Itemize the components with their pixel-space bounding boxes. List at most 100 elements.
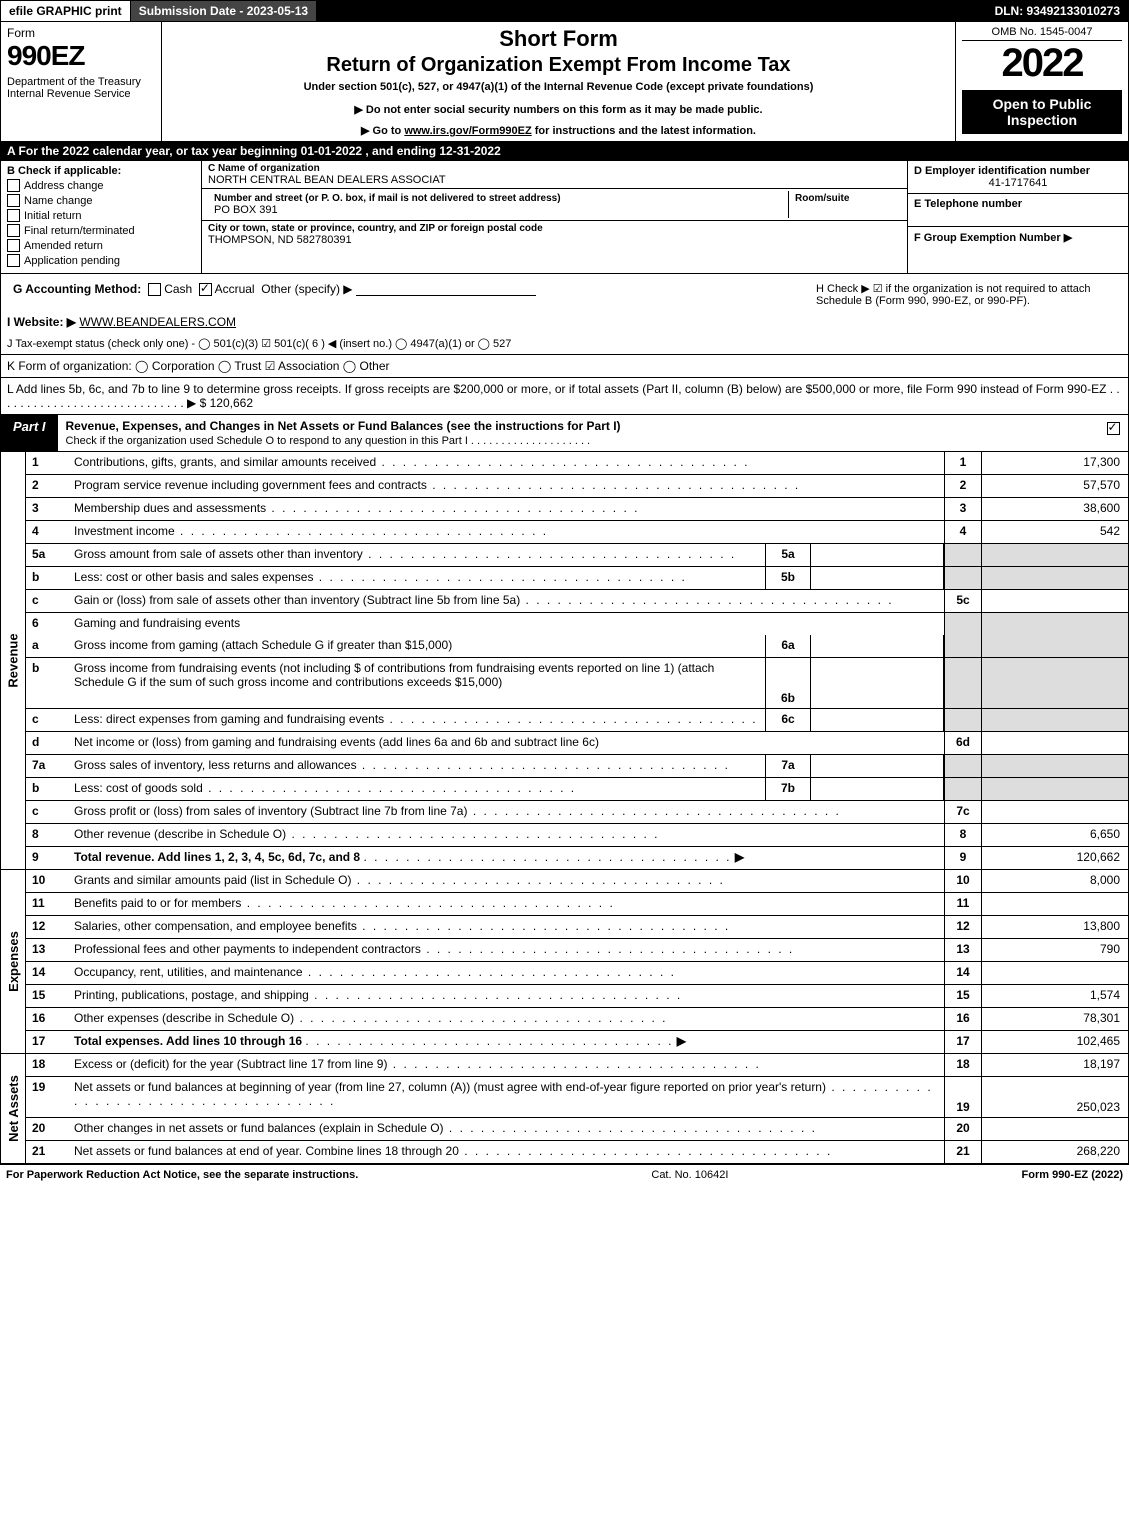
i-website[interactable]: WWW.BEANDEALERS.COM [79, 315, 236, 329]
section-bcdef: B Check if applicable: Address change Na… [0, 161, 1129, 274]
line-15: 15Printing, publications, postage, and s… [26, 985, 1128, 1008]
lbl-final-return: Final return/terminated [24, 225, 135, 237]
col-def: D Employer identification number 41-1717… [908, 161, 1128, 273]
part1-subtitle: Check if the organization used Schedule … [66, 435, 591, 447]
other-fill[interactable] [356, 283, 536, 296]
line-6c: cLess: direct expenses from gaming and f… [26, 709, 1128, 732]
row-a-tax-year: A For the 2022 calendar year, or tax yea… [0, 142, 1129, 161]
goto-line: ▶ Go to www.irs.gov/Form990EZ for instru… [168, 124, 949, 137]
irs-link[interactable]: www.irs.gov/Form990EZ [404, 125, 531, 137]
netassets-lines: 18Excess or (deficit) for the year (Subt… [26, 1054, 1128, 1163]
lbl-application-pending: Application pending [24, 255, 120, 267]
part1-tab: Part I [1, 415, 58, 451]
expenses-section: Expenses 10Grants and similar amounts pa… [0, 870, 1129, 1054]
e-label: E Telephone number [914, 198, 1122, 210]
footer-right: Form 990-EZ (2022) [1022, 1169, 1123, 1181]
lbl-accrual: Accrual [215, 282, 255, 296]
tax-year: 2022 [962, 41, 1122, 86]
line-2: 2Program service revenue including gover… [26, 475, 1128, 498]
side-revenue: Revenue [1, 452, 26, 869]
col-c-org-info: C Name of organization NORTH CENTRAL BEA… [202, 161, 908, 273]
row-g: G Accounting Method: Cash Accrual Other … [7, 278, 810, 311]
line-21: 21Net assets or fund balances at end of … [26, 1141, 1128, 1163]
side-netassets-text: Net Assets [6, 1075, 21, 1142]
row-g-h: G Accounting Method: Cash Accrual Other … [0, 274, 1129, 315]
revenue-section: Revenue 1Contributions, gifts, grants, a… [0, 452, 1129, 870]
chk-address-change[interactable] [7, 179, 20, 192]
chk-cash[interactable] [148, 283, 161, 296]
goto-post: for instructions and the latest informat… [532, 125, 756, 137]
lbl-cash: Cash [164, 282, 192, 296]
footer-mid: Cat. No. 10642I [651, 1169, 728, 1181]
c-city: THOMPSON, ND 582780391 [208, 234, 901, 246]
line-6d: dNet income or (loss) from gaming and fu… [26, 732, 1128, 755]
d-ein: 41-1717641 [914, 177, 1122, 189]
b-label: B Check if applicable: [7, 165, 195, 177]
chk-final-return[interactable] [7, 224, 20, 237]
c-city-label: City or town, state or province, country… [208, 223, 901, 234]
line-19: 19Net assets or fund balances at beginni… [26, 1077, 1128, 1118]
lbl-amended-return: Amended return [24, 240, 103, 252]
netassets-section: Net Assets 18Excess or (deficit) for the… [0, 1054, 1129, 1164]
part1-title: Revenue, Expenses, and Changes in Net As… [58, 415, 1098, 451]
lbl-other: Other (specify) ▶ [261, 282, 352, 296]
l-text: L Add lines 5b, 6c, and 7b to line 9 to … [7, 382, 1120, 410]
header-right: OMB No. 1545-0047 2022 Open to Public In… [956, 22, 1128, 141]
row-h: H Check ▶ ☑ if the organization is not r… [810, 278, 1122, 311]
l9-desc: Total revenue. Add lines 1, 2, 3, 4, 5c,… [74, 850, 360, 864]
i-label: I Website: ▶ [7, 315, 76, 329]
page-footer: For Paperwork Reduction Act Notice, see … [0, 1164, 1129, 1185]
d-ein-block: D Employer identification number 41-1717… [908, 161, 1128, 194]
side-netassets: Net Assets [1, 1054, 26, 1163]
line-1: 1Contributions, gifts, grants, and simil… [26, 452, 1128, 475]
chk-initial-return[interactable] [7, 209, 20, 222]
chk-application-pending[interactable] [7, 254, 20, 267]
line-18: 18Excess or (deficit) for the year (Subt… [26, 1054, 1128, 1077]
chk-amended-return[interactable] [7, 239, 20, 252]
form-header: Form 990EZ Department of the Treasury In… [0, 22, 1129, 142]
chk-accrual[interactable] [199, 283, 212, 296]
chk-schedule-o[interactable] [1107, 422, 1120, 435]
line-6a: aGross income from gaming (attach Schedu… [26, 635, 1128, 658]
department: Department of the Treasury Internal Reve… [7, 76, 155, 100]
line-6b: bGross income from fundraising events (n… [26, 658, 1128, 709]
l-amount: 120,662 [210, 396, 253, 410]
lbl-initial-return: Initial return [24, 210, 81, 222]
line-3: 3Membership dues and assessments338,600 [26, 498, 1128, 521]
top-bar: efile GRAPHIC print Submission Date - 20… [0, 0, 1129, 22]
row-i: I Website: ▶ WWW.BEANDEALERS.COM [0, 315, 1129, 333]
line-5a: 5aGross amount from sale of assets other… [26, 544, 1128, 567]
f-group-block: F Group Exemption Number ▶ [908, 227, 1128, 248]
line-17: 17Total expenses. Add lines 10 through 1… [26, 1031, 1128, 1053]
l17-desc: Total expenses. Add lines 10 through 16 [74, 1034, 302, 1048]
line-6: 6Gaming and fundraising events [26, 613, 1128, 635]
side-revenue-text: Revenue [6, 633, 21, 687]
line-7c: cGross profit or (loss) from sales of in… [26, 801, 1128, 824]
efile-label[interactable]: efile GRAPHIC print [1, 1, 131, 21]
topbar-spacer [316, 1, 986, 21]
g-label: G Accounting Method: [13, 282, 141, 296]
revenue-lines: 1Contributions, gifts, grants, and simil… [26, 452, 1128, 869]
line-10: 10Grants and similar amounts paid (list … [26, 870, 1128, 893]
side-expenses-text: Expenses [6, 931, 21, 992]
line-20: 20Other changes in net assets or fund ba… [26, 1118, 1128, 1141]
side-expenses: Expenses [1, 870, 26, 1053]
lbl-address-change: Address change [24, 180, 104, 192]
line-11: 11Benefits paid to or for members11 [26, 893, 1128, 916]
chk-name-change[interactable] [7, 194, 20, 207]
expenses-lines: 10Grants and similar amounts paid (list … [26, 870, 1128, 1053]
c-addr-label: Number and street (or P. O. box, if mail… [214, 193, 782, 204]
under-section: Under section 501(c), 527, or 4947(a)(1)… [168, 81, 949, 93]
c-org-name: NORTH CENTRAL BEAN DEALERS ASSOCIAT [208, 174, 901, 186]
line-14: 14Occupancy, rent, utilities, and mainte… [26, 962, 1128, 985]
line-16: 16Other expenses (describe in Schedule O… [26, 1008, 1128, 1031]
row-j: J Tax-exempt status (check only one) - ◯… [0, 333, 1129, 354]
line-5c: cGain or (loss) from sale of assets othe… [26, 590, 1128, 613]
goto-pre: ▶ Go to [361, 125, 404, 137]
c-addr: PO BOX 391 [214, 204, 782, 216]
line-13: 13Professional fees and other payments t… [26, 939, 1128, 962]
return-title: Return of Organization Exempt From Incom… [168, 54, 949, 77]
open-public: Open to Public Inspection [962, 90, 1122, 134]
dln-label: DLN: 93492133010273 [987, 1, 1128, 21]
line-4: 4Investment income4542 [26, 521, 1128, 544]
